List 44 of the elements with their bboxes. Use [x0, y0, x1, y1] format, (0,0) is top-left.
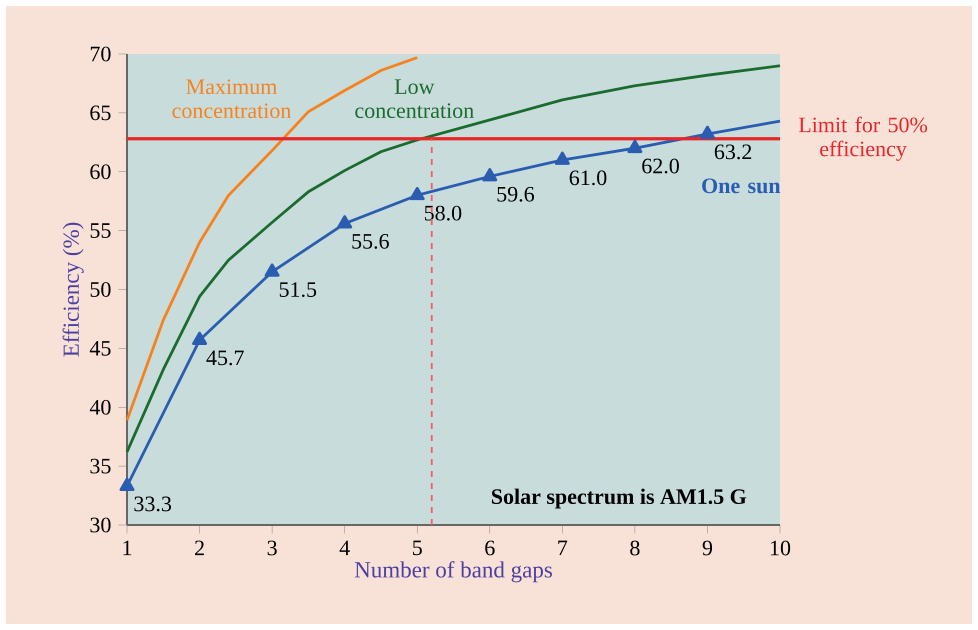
point	[264, 263, 280, 277]
data-label: 45.7	[206, 350, 244, 366]
data-label: 51.5	[280, 282, 316, 298]
data-label: 59.6	[497, 186, 534, 202]
y-tick-label: 35	[90, 458, 111, 474]
x-tick-label: 6	[485, 540, 495, 556]
point	[120, 478, 134, 492]
series-label: One sun	[702, 178, 780, 194]
data-label: 58.0	[424, 206, 462, 221]
point	[482, 168, 498, 182]
y-tick-label: 60	[90, 164, 111, 180]
series-label: Maximum concentration	[172, 79, 292, 118]
series-label: Low concentration	[355, 79, 474, 118]
y-tick-label: 70	[90, 46, 111, 62]
x-axis-title: Number of band gaps	[354, 561, 552, 582]
point	[627, 140, 642, 154]
y-tick-label: 55	[90, 223, 111, 238]
data-label: 33.3	[134, 496, 172, 512]
x-tick-label: 1	[123, 540, 132, 556]
point	[554, 152, 570, 165]
point	[410, 186, 425, 200]
point	[337, 215, 352, 228]
x-tick-label: 2	[195, 540, 204, 556]
x-tick-label: 7	[558, 540, 568, 555]
ref-line-label: Limit for 50% efficiency	[798, 116, 928, 161]
x-tick-label: 8	[630, 540, 640, 556]
x-tick-label: 9	[702, 540, 712, 556]
data-label: 62.0	[642, 158, 679, 174]
x-tick-label: 3	[268, 540, 277, 556]
x-tick-label: 10	[770, 540, 790, 556]
y-tick-label: 65	[90, 105, 111, 120]
data-label: 61.0	[570, 170, 606, 186]
y-tick-label: 45	[90, 341, 111, 356]
point	[192, 332, 208, 346]
x-tick-label: 4	[340, 540, 350, 556]
annotation: Solar spectrum is AM1.5 G	[492, 488, 746, 508]
y-axis-title: Efficiency (%)	[62, 222, 84, 357]
y-tick-label: 40	[90, 400, 111, 415]
x-tick-label: 5	[413, 540, 422, 556]
y-tick-label: 50	[90, 282, 111, 297]
point	[700, 126, 715, 139]
data-label: 55.6	[352, 234, 389, 249]
data-label: 63.2	[714, 144, 752, 160]
y-tick-label: 30	[90, 518, 111, 532]
